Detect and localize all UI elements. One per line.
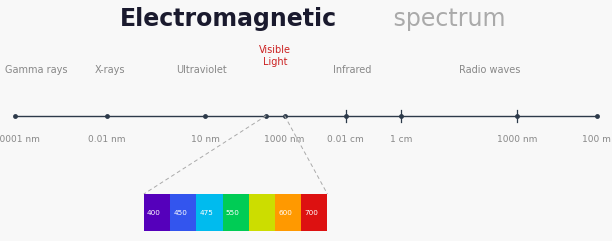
Text: 0.01 nm: 0.01 nm <box>88 135 126 144</box>
Text: 1000 nm: 1000 nm <box>497 135 537 144</box>
Text: 1 cm: 1 cm <box>390 135 412 144</box>
Text: X-rays: X-rays <box>95 65 125 75</box>
Bar <box>196 194 223 231</box>
Bar <box>275 194 301 231</box>
Text: Electromagnetic: Electromagnetic <box>121 7 337 31</box>
Text: 400: 400 <box>147 210 161 216</box>
Text: Radio waves: Radio waves <box>459 65 520 75</box>
Bar <box>144 194 170 231</box>
Bar <box>248 194 275 231</box>
Text: Ultraviolet: Ultraviolet <box>177 65 227 75</box>
Text: Gamma rays: Gamma rays <box>6 65 68 75</box>
Text: 10 nm: 10 nm <box>190 135 220 144</box>
Text: 450: 450 <box>173 210 187 216</box>
Text: 475: 475 <box>200 210 214 216</box>
Text: 0,0001 nm: 0,0001 nm <box>0 135 40 144</box>
Bar <box>170 194 196 231</box>
Bar <box>223 194 248 231</box>
Text: 550: 550 <box>226 210 239 216</box>
Text: 1000 nm: 1000 nm <box>264 135 305 144</box>
Text: 600: 600 <box>278 210 292 216</box>
Text: Visible
Light: Visible Light <box>259 45 291 67</box>
Text: 100 m: 100 m <box>582 135 611 144</box>
Text: 700: 700 <box>304 210 318 216</box>
Bar <box>301 194 327 231</box>
Text: spectrum: spectrum <box>386 7 506 31</box>
Text: 0.01 cm: 0.01 cm <box>327 135 364 144</box>
Text: Infrared: Infrared <box>333 65 371 75</box>
